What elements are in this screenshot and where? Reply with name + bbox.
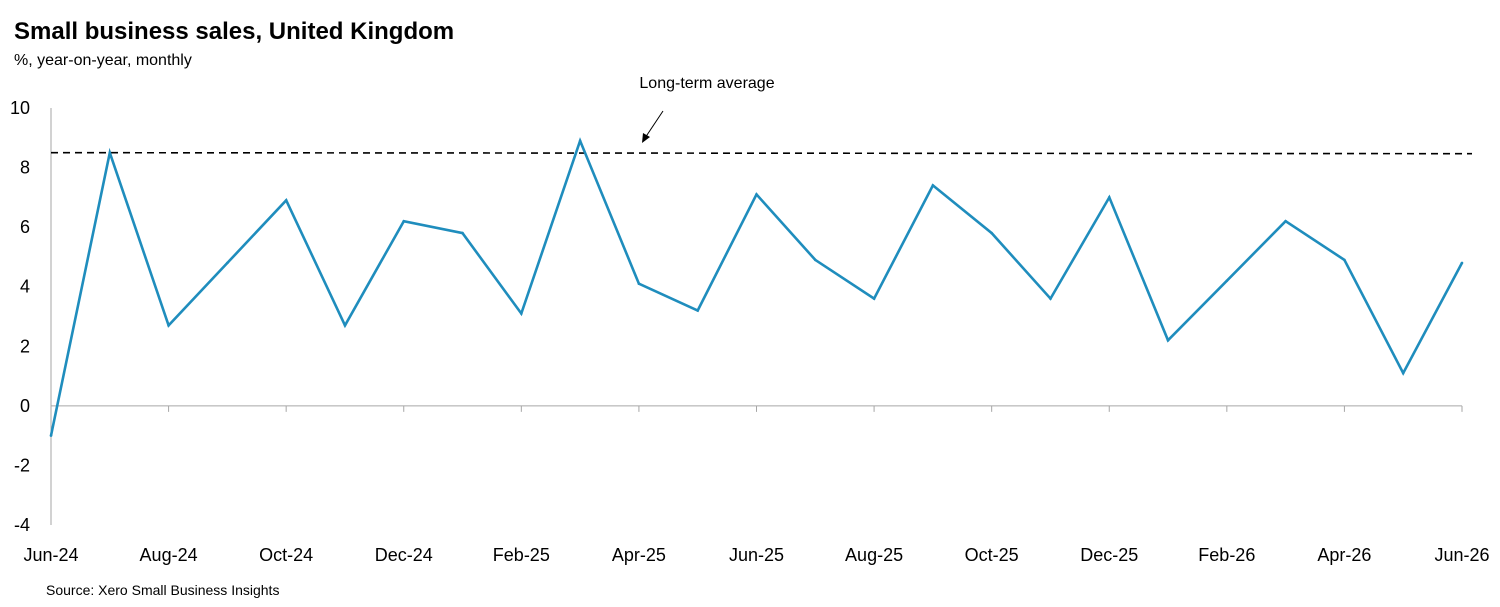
y-tick-label: 2 [20, 336, 30, 356]
data-point [578, 139, 582, 143]
data-point [343, 324, 347, 327]
data-point [1343, 258, 1346, 262]
data-point [1107, 196, 1111, 199]
data-point [1166, 339, 1170, 342]
x-tick-label: Feb-26 [1198, 545, 1255, 565]
reference-line-group: Long-term average [50, 75, 1473, 155]
x-tick-label: Aug-24 [140, 545, 198, 565]
y-tick-label: 0 [20, 396, 30, 416]
data-point [226, 261, 229, 265]
y-tick-label: 4 [20, 277, 30, 297]
data-point [931, 184, 935, 187]
x-tick-label: Dec-25 [1080, 545, 1138, 565]
data-point [1049, 297, 1052, 300]
data-point [755, 193, 758, 196]
x-tick-label: Jun-25 [729, 545, 784, 565]
series-line [49, 137, 1464, 436]
y-axis: -4 -2 0 2 4 6 8 10 [10, 98, 52, 535]
data-point [520, 312, 523, 315]
data-point [696, 309, 700, 312]
data-point [1284, 219, 1287, 223]
data-point [813, 258, 817, 262]
x-tick-label: Oct-24 [259, 545, 313, 565]
annotation-arrow-line [644, 110, 664, 139]
data-point [1460, 261, 1464, 265]
chart-title: Small business sales, United Kingdom [14, 18, 455, 45]
annotation-arrowhead [642, 133, 650, 143]
data-point [1401, 371, 1405, 375]
data-point [108, 151, 112, 154]
y-tick-label: -2 [14, 455, 30, 475]
chart-subtitle: %, year-on-year, monthly [14, 52, 192, 69]
long-term-average-line [50, 151, 1473, 155]
data-point [637, 282, 641, 286]
data-point [284, 199, 288, 202]
x-tick-label: Dec-24 [375, 545, 433, 565]
data-point [990, 231, 993, 235]
data-point [402, 219, 406, 223]
y-tick-label: 8 [20, 158, 30, 178]
x-tick-label: Jun-24 [23, 545, 78, 565]
y-tick-label: 6 [20, 217, 30, 237]
data-point [872, 297, 876, 300]
x-tick-label: Jun-26 [1434, 545, 1489, 565]
x-tick-label: Apr-26 [1317, 545, 1371, 565]
data-point [49, 434, 53, 437]
long-term-average-label: Long-term average [639, 75, 774, 92]
y-tick-label: 10 [10, 98, 30, 118]
x-tick-label: Oct-25 [965, 545, 1019, 565]
x-tick-label: Aug-25 [845, 545, 903, 565]
x-axis: Jun-24 Aug-24 Oct-24 Dec-24 Feb-25 Apr-25 Jun-… [23, 405, 1490, 565]
data-point [167, 324, 170, 327]
series-group [49, 137, 1464, 437]
data-point [1225, 279, 1229, 283]
chart-source: Source: Xero Small Business Insights [46, 582, 280, 598]
x-tick-label: Apr-25 [612, 545, 666, 565]
data-point [461, 231, 464, 235]
y-tick-label: -4 [14, 515, 30, 535]
x-tick-label: Feb-25 [493, 545, 550, 565]
